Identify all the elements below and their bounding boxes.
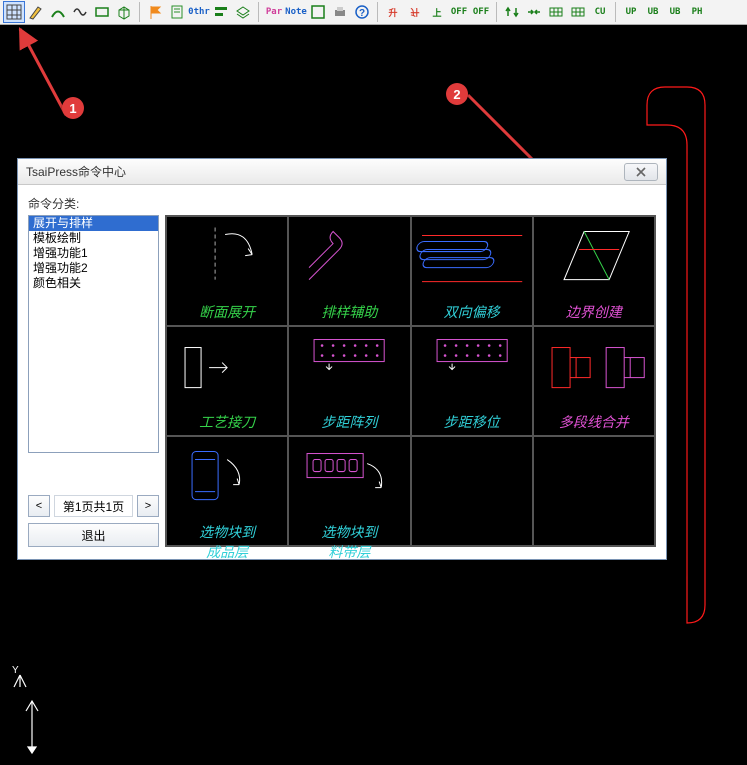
arr2-icon[interactable] <box>524 2 544 22</box>
pager-info: 第1页共1页 <box>54 495 133 517</box>
category-item[interactable]: 颜色相关 <box>29 276 158 291</box>
help-icon[interactable]: ? <box>352 2 372 22</box>
command-cell[interactable]: 断面展开 <box>166 216 288 326</box>
ucs-icon: Y <box>10 665 50 755</box>
up-grn-icon[interactable]: 上 <box>427 2 447 22</box>
close-icon[interactable] <box>624 163 658 181</box>
toolbar-separator <box>139 2 140 22</box>
category-item[interactable]: 模板绘制 <box>29 231 158 246</box>
category-item[interactable]: 增强功能2 <box>29 261 158 276</box>
grid1-icon[interactable] <box>546 2 566 22</box>
command-label: 选物块到成品层 <box>167 522 287 566</box>
othr-icon[interactable]: 0thr <box>189 2 209 22</box>
command-cell[interactable]: 工艺接刀 <box>166 326 288 436</box>
command-cell[interactable]: 排样辅助 <box>288 216 410 326</box>
command-center-dialog: TsaiPress命令中心 命令分类: 展开与排样模板绘制增强功能1增强功能2颜… <box>17 158 667 560</box>
command-cell[interactable]: 步距移位 <box>411 326 533 436</box>
grid2-icon[interactable] <box>568 2 588 22</box>
command-cell-empty <box>411 436 533 546</box>
command-label: 双向偏移 <box>412 302 532 326</box>
toolbar-separator <box>258 2 259 22</box>
pager-next-button[interactable]: > <box>137 495 159 517</box>
command-thumbnail <box>289 327 409 412</box>
rect-icon[interactable] <box>92 2 112 22</box>
command-label: 多段线合并 <box>534 412 654 436</box>
command-cell[interactable]: part 选物块到成品层 <box>166 436 288 546</box>
dn-red-icon[interactable]: 升 <box>405 2 425 22</box>
command-thumbnail <box>167 327 287 412</box>
command-label: 工艺接刀 <box>167 412 287 436</box>
command-label: 步距移位 <box>412 412 532 436</box>
category-item[interactable]: 展开与排样 <box>29 216 158 231</box>
command-thumbnail <box>289 217 409 302</box>
toolbar-group-separator <box>377 2 378 22</box>
box-icon[interactable] <box>308 2 328 22</box>
command-label: 断面展开 <box>167 302 287 326</box>
ucs-y-label: Y <box>12 665 19 676</box>
toolbar: 0thrParNote? 升升上OFFOFFCUUPUBUBPH <box>0 0 747 25</box>
up-red-icon[interactable]: 升 <box>383 2 403 22</box>
print-icon[interactable] <box>330 2 350 22</box>
ph-icon[interactable]: PH <box>687 2 707 22</box>
dialog-titlebar[interactable]: TsaiPress命令中心 <box>18 159 666 185</box>
spline-icon[interactable] <box>70 2 90 22</box>
category-label: 命令分类: <box>28 195 656 212</box>
curve-icon[interactable] <box>48 2 68 22</box>
command-label: 边界创建 <box>534 302 654 326</box>
annotation-badge-1: 1 <box>62 97 84 119</box>
drawing-canvas[interactable]: Y 1 2 TsaiPress命令中心 命令分类: 展开与排样模板绘制增强功能1… <box>0 25 747 765</box>
command-cell[interactable]: 多段线合并 <box>533 326 655 436</box>
category-item[interactable]: 增强功能1 <box>29 246 158 261</box>
ub2-icon[interactable]: UB <box>643 2 663 22</box>
command-cell[interactable]: layout 选物块到料带层 <box>288 436 410 546</box>
command-thumbnail: layout <box>289 437 409 522</box>
par-icon[interactable]: Par <box>264 2 284 22</box>
exit-button[interactable]: 退出 <box>28 523 159 547</box>
toolbar-separator <box>496 2 497 22</box>
layer-icon[interactable] <box>233 2 253 22</box>
cube-icon[interactable] <box>114 2 134 22</box>
up-icon[interactable]: UP <box>621 2 641 22</box>
command-thumbnail <box>412 217 532 302</box>
command-thumbnail <box>167 217 287 302</box>
command-thumbnail <box>534 217 654 302</box>
command-thumbnail: part <box>167 437 287 522</box>
command-center-icon[interactable] <box>4 2 24 22</box>
off1-icon[interactable]: OFF <box>449 2 469 22</box>
align-icon[interactable] <box>211 2 231 22</box>
command-label: 排样辅助 <box>289 302 409 326</box>
command-label: 步距阵列 <box>289 412 409 436</box>
command-cell[interactable]: 步距阵列 <box>288 326 410 436</box>
command-thumbnail <box>534 327 654 412</box>
pager: < 第1页共1页 > <box>28 495 159 517</box>
flag-icon[interactable] <box>145 2 165 22</box>
command-label: 选物块到料带层 <box>289 522 409 566</box>
cu-icon[interactable]: CU <box>590 2 610 22</box>
pager-prev-button[interactable]: < <box>28 495 50 517</box>
dialog-title: TsaiPress命令中心 <box>26 163 624 180</box>
command-cell[interactable]: 边界创建 <box>533 216 655 326</box>
category-listbox[interactable]: 展开与排样模板绘制增强功能1增强功能2颜色相关 <box>28 215 159 453</box>
svg-text:?: ? <box>359 8 365 19</box>
annotation-badge-2: 2 <box>446 83 468 105</box>
sheet-icon[interactable] <box>167 2 187 22</box>
command-thumbnail <box>412 327 532 412</box>
note-icon[interactable]: Note <box>286 2 306 22</box>
command-grid: 断面展开 排样辅助 双向偏移 边界创建 工艺接刀 步距阵列 <box>165 215 656 547</box>
command-cell-empty <box>533 436 655 546</box>
off2-icon[interactable]: OFF <box>471 2 491 22</box>
toolbar-separator <box>615 2 616 22</box>
edit-icon[interactable] <box>26 2 46 22</box>
command-cell[interactable]: 双向偏移 <box>411 216 533 326</box>
ub-icon[interactable]: UB <box>665 2 685 22</box>
arr1-icon[interactable] <box>502 2 522 22</box>
